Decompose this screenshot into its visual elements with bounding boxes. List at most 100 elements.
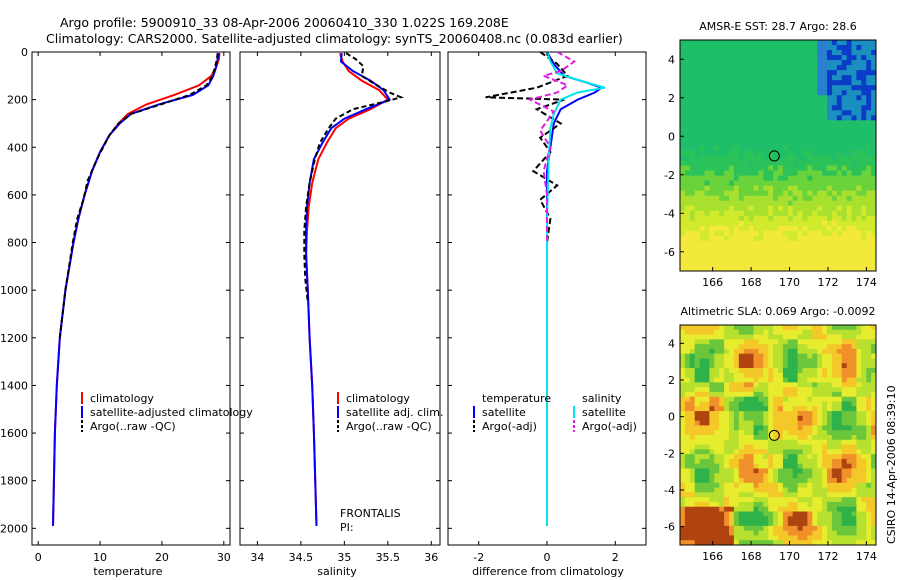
map-cell (729, 501, 735, 508)
map-cell (709, 195, 715, 202)
map-cell (787, 444, 794, 450)
map-cell (763, 65, 769, 71)
map-cell (768, 353, 774, 360)
map-cell (704, 525, 710, 532)
map-cell (768, 406, 774, 412)
map-cell (753, 50, 759, 56)
map-cell (871, 50, 876, 56)
map-cell (699, 501, 706, 508)
map-cell (846, 65, 853, 71)
map-cell (792, 487, 799, 493)
map-cell (856, 75, 862, 81)
map-cell (836, 170, 843, 177)
map-cell (748, 260, 755, 267)
map-cell (866, 155, 872, 162)
map-cell (782, 175, 789, 182)
map-cell (846, 45, 853, 51)
map-cell (753, 478, 759, 484)
map-cell (817, 185, 823, 192)
map-cell (792, 120, 799, 126)
map-cell (856, 55, 862, 61)
map-cell (753, 165, 759, 172)
map-cell (768, 235, 774, 242)
map-cell (851, 60, 857, 66)
map-cell (792, 155, 799, 162)
map-cell (680, 501, 686, 508)
map-cell (866, 358, 872, 364)
map-cell (758, 430, 764, 436)
map-cell (738, 155, 745, 162)
map-cell (836, 382, 843, 388)
map-cell (680, 348, 686, 355)
map-cell (778, 260, 784, 267)
map-cell (846, 105, 853, 111)
map-cell (778, 535, 784, 541)
map-cell (733, 358, 740, 364)
map-cell (836, 473, 843, 479)
map-cell (753, 125, 759, 131)
map-cell (861, 506, 867, 513)
map-cell (861, 180, 867, 187)
map-cell (763, 540, 769, 545)
map-cell (773, 180, 779, 187)
map-cell (778, 530, 784, 537)
map-cell (831, 478, 838, 484)
map-cell (846, 401, 853, 407)
map-cell (792, 339, 799, 345)
map-cell (753, 200, 759, 207)
map-cell (871, 220, 876, 227)
map-cell (792, 401, 799, 407)
map-cell (851, 406, 857, 412)
map-cell (782, 205, 789, 212)
map-cell (680, 444, 686, 450)
map-cell (856, 525, 862, 532)
map-cell (704, 140, 710, 147)
map-cell (871, 401, 876, 407)
map-cell (699, 344, 706, 350)
map-cell (714, 339, 720, 345)
map-cell (871, 75, 876, 81)
map-cell (689, 506, 696, 513)
map-cell (846, 100, 853, 106)
map-cell (802, 100, 808, 106)
map-cell (817, 444, 823, 450)
map-cell (709, 473, 715, 479)
map-cell (782, 530, 789, 537)
series-salinity-satellite (546, 52, 606, 526)
map-cell (724, 70, 730, 76)
map-cell (778, 230, 784, 237)
map-cell (773, 155, 779, 162)
map-cell (812, 506, 818, 513)
map-cell (738, 387, 745, 393)
map-cell (812, 363, 818, 369)
map-cell (782, 240, 789, 247)
map-cell (709, 492, 715, 498)
map-cell (807, 454, 813, 460)
map-cell (792, 415, 799, 422)
map-cell (763, 511, 769, 517)
map-cell (836, 165, 843, 172)
map-cell (724, 372, 730, 379)
map-cell (753, 170, 759, 177)
map-cell (822, 85, 828, 91)
map-cell (802, 110, 808, 116)
map-cell (797, 487, 804, 493)
map-cell (831, 125, 838, 131)
map-cell (778, 329, 784, 336)
map-cell (846, 420, 853, 427)
map-cell (782, 396, 789, 403)
map-cell (831, 425, 838, 431)
map-cell (866, 382, 872, 388)
map-cell (724, 40, 730, 46)
map-cell (856, 130, 862, 137)
map-cell (738, 210, 745, 217)
map-cell (763, 120, 769, 126)
map-cell (709, 372, 715, 379)
map-cell (714, 377, 720, 383)
map-cell (689, 425, 696, 431)
map-cell (797, 85, 804, 91)
map-cell (733, 155, 740, 162)
map-cell (827, 65, 833, 71)
map-cell (827, 535, 833, 541)
map-cell (714, 439, 720, 446)
